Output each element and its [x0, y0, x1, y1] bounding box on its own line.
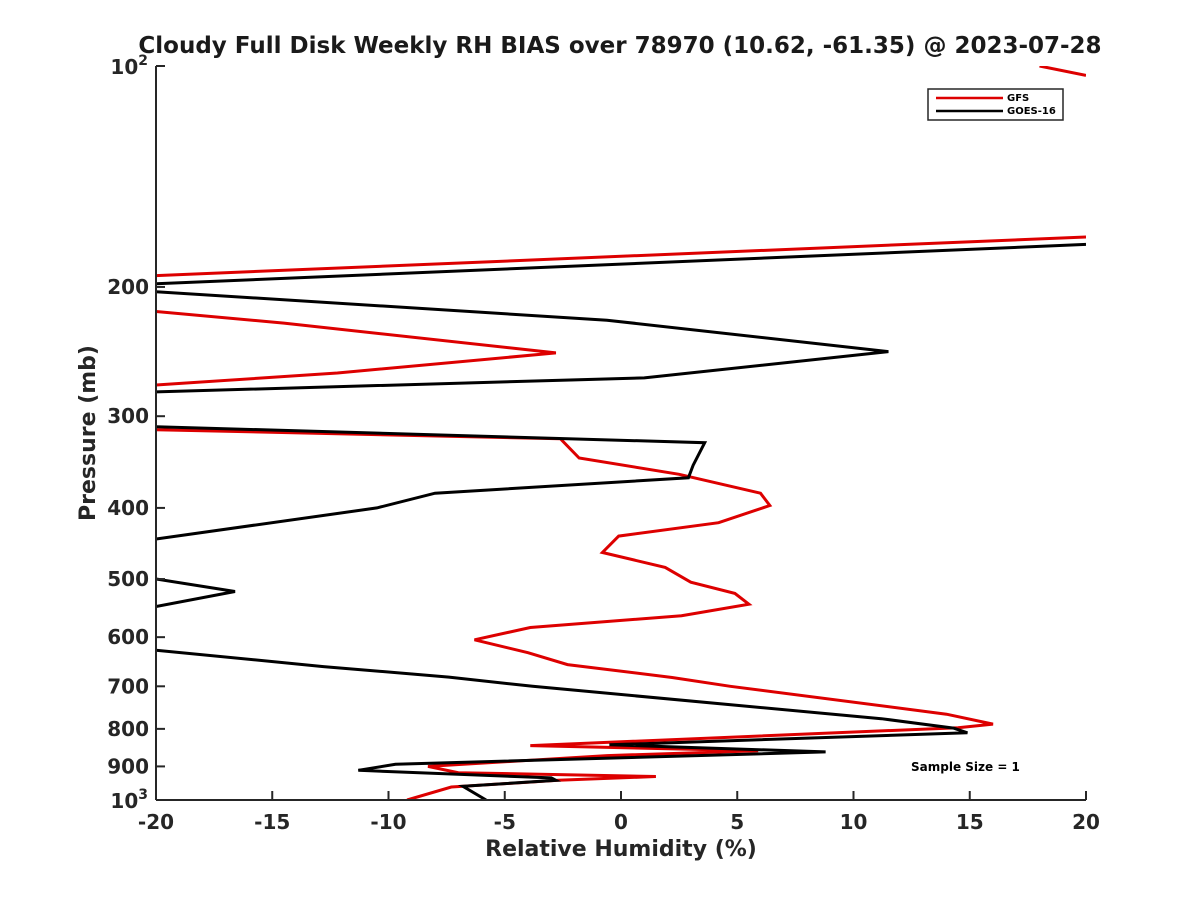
- series-line-gfs-3: [156, 310, 557, 387]
- series-line-goes16-3: [156, 425, 708, 541]
- y-tick-label-top: 102: [110, 53, 148, 79]
- x-tick-label: 20: [1072, 810, 1100, 834]
- chart-title: Cloudy Full Disk Weekly RH BIAS over 789…: [138, 33, 1101, 59]
- legend-label-goes16: GOES-16: [1007, 106, 1056, 117]
- x-tick-label: 0: [614, 810, 628, 834]
- x-tick-label: -10: [370, 810, 406, 834]
- series-line-goes16-4: [156, 577, 236, 608]
- legend-label-gfs: GFS: [1007, 93, 1029, 104]
- y-tick-label: 200: [107, 275, 149, 299]
- y-tick-label: 600: [107, 625, 149, 649]
- x-tick-label: 5: [730, 810, 744, 834]
- legend: GFS GOES-16: [927, 88, 1064, 121]
- series-line-gfs-4: [156, 428, 994, 800]
- series-line-gfs-2: [156, 235, 1086, 278]
- y-axis-label: Pressure (mb): [76, 345, 101, 521]
- y-axis-ticks: 200 300 400 500 600 700 800 900 102 103: [107, 53, 165, 813]
- y-tick-label: 300: [107, 404, 149, 428]
- x-tick-label: -20: [138, 810, 174, 834]
- legend-box: [927, 88, 1064, 121]
- y-tick-label-bottom: 103: [110, 787, 148, 813]
- sample-size-annotation: Sample Size = 1: [911, 760, 1020, 774]
- x-tick-label: -15: [254, 810, 290, 834]
- x-tick-label: -5: [494, 810, 516, 834]
- y-tick-label: 800: [107, 717, 149, 741]
- x-tick-label: 10: [840, 810, 868, 834]
- x-axis-ticks: -20 -15 -10 -5 0 5 10 15 20: [138, 791, 1100, 834]
- series-line-goes16-2: [156, 290, 889, 394]
- plot-lines: [156, 66, 1086, 800]
- x-tick-label: 15: [956, 810, 984, 834]
- series-line-goes16-5: [156, 648, 968, 800]
- y-tick-label: 400: [107, 496, 149, 520]
- y-tick-label: 700: [107, 674, 149, 698]
- series-line-gfs-1: [1039, 66, 1086, 77]
- series-line-goes16-1: [156, 242, 1086, 286]
- series-group: [156, 66, 1086, 800]
- y-tick-label: 500: [107, 567, 149, 591]
- y-tick-label: 900: [107, 754, 149, 778]
- x-axis-label: Relative Humidity (%): [485, 837, 757, 862]
